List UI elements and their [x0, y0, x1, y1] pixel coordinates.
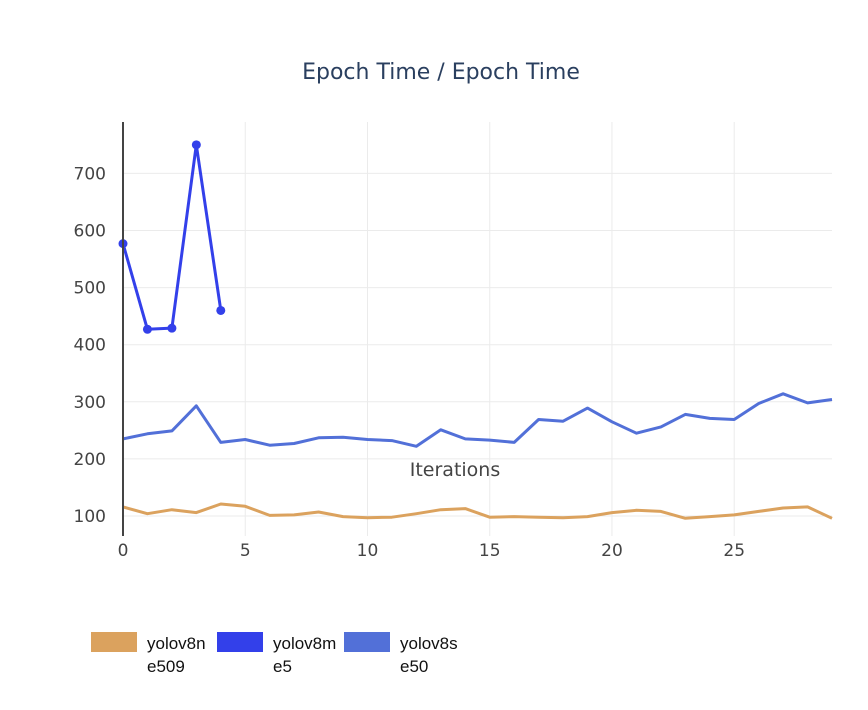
y-tick-label: 600 [74, 221, 106, 241]
x-tick-label: 0 [118, 541, 129, 561]
x-tick-label: 10 [357, 541, 379, 561]
series-layer [118, 140, 833, 520]
series-line [122, 392, 833, 448]
legend-label: e50 [400, 657, 428, 676]
series-line [121, 143, 223, 331]
legend-item-yolov8s[interactable]: yolov8s e50 [344, 632, 458, 676]
x-tick-label: 25 [723, 541, 745, 561]
grid [123, 122, 832, 536]
x-tick-label: 20 [601, 541, 623, 561]
legend[interactable]: yolov8n e509 yolov8m e5 yolov8s e50 [91, 632, 458, 676]
legend-label: yolov8m [273, 634, 336, 653]
data-point [142, 324, 152, 334]
legend-swatch [344, 632, 390, 652]
y-tick-label: 200 [74, 450, 106, 470]
y-ticks: 100 200 300 400 500 600 700 [74, 164, 106, 527]
data-point [167, 323, 177, 333]
legend-item-yolov8n[interactable]: yolov8n e509 [91, 632, 206, 676]
legend-label: yolov8s [400, 634, 458, 653]
series-yolov8s [122, 392, 833, 448]
x-tick-label: 5 [240, 541, 251, 561]
y-tick-label: 300 [74, 393, 106, 413]
y-tick-label: 500 [74, 279, 106, 299]
legend-label: e5 [273, 657, 292, 676]
x-ticks: 0 5 10 15 20 25 [118, 541, 745, 561]
chart-title: Epoch Time / Epoch Time [302, 60, 580, 85]
legend-item-yolov8m[interactable]: yolov8m e5 [217, 632, 336, 676]
y-tick-label: 700 [74, 164, 106, 184]
y-tick-label: 400 [74, 336, 106, 356]
legend-swatch [91, 632, 137, 652]
legend-swatch [217, 632, 263, 652]
series-yolov8n [122, 502, 833, 520]
legend-label: e509 [147, 657, 185, 676]
x-tick-label: 15 [479, 541, 501, 561]
series-line [122, 502, 833, 520]
series-yolov8m [118, 140, 226, 334]
legend-label: yolov8n [147, 634, 206, 653]
data-point [191, 140, 201, 150]
y-tick-label: 100 [74, 507, 106, 527]
x-axis-title: Iterations [410, 459, 501, 481]
data-point [216, 305, 226, 315]
